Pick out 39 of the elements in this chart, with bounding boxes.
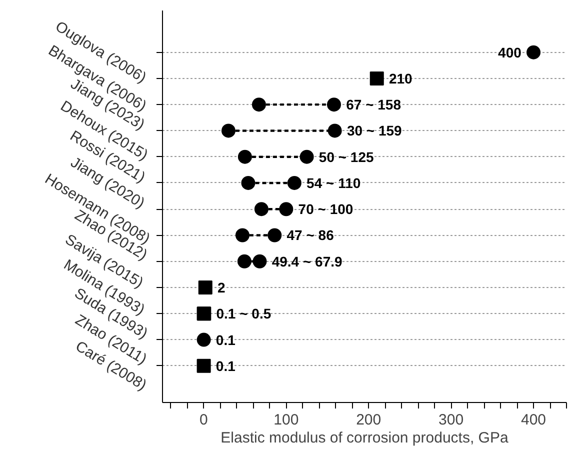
text: 0.1	[216, 358, 236, 374]
text: 47 ~ 86	[286, 227, 334, 244]
point	[287, 176, 302, 190]
point	[238, 150, 252, 164]
point	[254, 202, 268, 216]
point	[197, 306, 212, 321]
text: 50 ~ 125	[318, 148, 374, 165]
text: 30 ~ 159	[346, 122, 402, 139]
x-axis-title: Elastic modulus of corrosion products, GPa	[220, 430, 509, 446]
text: 2	[217, 280, 226, 296]
point	[221, 124, 236, 138]
text: 49.4 ~ 67.9	[272, 253, 342, 270]
x-tick-label: 300	[438, 412, 464, 428]
x-tick-label: 100	[274, 412, 299, 428]
point	[370, 71, 384, 86]
point	[300, 150, 314, 164]
point	[326, 98, 341, 112]
x-tick-label: 0	[200, 412, 208, 428]
point	[252, 98, 266, 112]
text: 210	[388, 70, 412, 86]
point	[196, 332, 211, 347]
text: 0.1 ~ 0.5	[216, 306, 272, 322]
text: 67 ~ 158	[346, 96, 402, 113]
point	[235, 228, 250, 242]
text: 54 ~ 110	[306, 174, 361, 191]
point	[198, 280, 212, 295]
point	[237, 254, 252, 268]
point	[268, 228, 282, 242]
point	[196, 358, 211, 373]
text: 0.1	[216, 332, 236, 348]
point	[241, 176, 256, 190]
text: 70 ~ 100	[298, 201, 354, 218]
text: 400	[498, 44, 522, 60]
point	[328, 124, 342, 138]
point	[526, 45, 541, 60]
x-tick-label: 400	[521, 412, 546, 428]
x-tick-label: 200	[356, 412, 382, 428]
point	[252, 254, 267, 268]
point	[279, 202, 294, 216]
